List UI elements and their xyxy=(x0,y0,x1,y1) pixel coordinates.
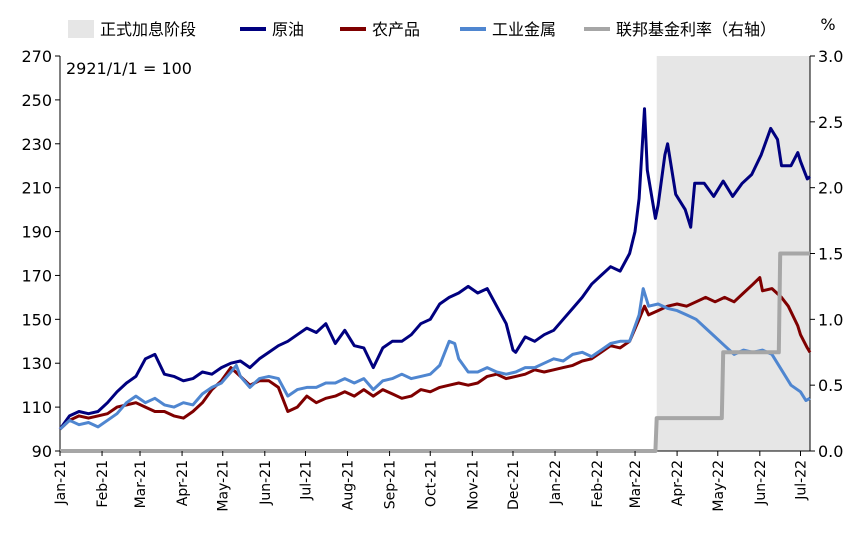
y-left-tick-label: 110 xyxy=(21,398,52,417)
y-left-ticks: 270 250 230 210 190 170 150 130 110 90 xyxy=(21,47,60,461)
base-note: 2921/1/1 = 100 xyxy=(66,59,192,78)
x-tick-label: Feb-22 xyxy=(590,460,606,508)
y-left-tick-label: 230 xyxy=(21,135,52,154)
legend-label-agri: 农产品 xyxy=(372,20,420,39)
x-tick-label: Jan-21 xyxy=(53,460,69,505)
x-tick-label: Apr-21 xyxy=(175,460,191,506)
legend-item-fed: 联邦基金利率（右轴） xyxy=(584,20,776,39)
x-tick-label: Mar-21 xyxy=(133,460,149,508)
x-tick-label: Mar-22 xyxy=(628,460,644,508)
x-tick-label: Apr-22 xyxy=(670,460,686,506)
y-right-tick-label: 2.5 xyxy=(818,113,843,132)
x-tick-label: Sep-21 xyxy=(383,460,399,509)
x-tick-label: Aug-21 xyxy=(341,460,357,510)
y-left-tick-label: 130 xyxy=(21,354,52,373)
y-right-tick-label: 3.0 xyxy=(818,47,843,66)
y-right-ticks: 3.0 2.5 2.0 1.5 1.0 0.5 0.0 xyxy=(810,47,843,461)
y-right-tick-label: 1.5 xyxy=(818,245,843,264)
series-line-metal xyxy=(58,287,811,431)
legend-swatch-shade xyxy=(68,20,94,38)
y-left-tick-label: 170 xyxy=(21,266,52,285)
x-tick-label: Oct-21 xyxy=(423,460,439,507)
legend-label-crude: 原油 xyxy=(272,20,304,39)
x-tick-label: May-22 xyxy=(711,460,727,512)
y-left-tick-label: 150 xyxy=(21,310,52,329)
legend-item-crude: 原油 xyxy=(240,20,304,39)
series-group xyxy=(58,107,812,453)
legend-label-fed: 联邦基金利率（右轴） xyxy=(616,20,776,39)
y-left-tick-label: 190 xyxy=(21,223,52,242)
y-left-tick-label: 250 xyxy=(21,91,52,110)
y-right-tick-label: 2.0 xyxy=(818,179,843,198)
x-tick-label: Jun-21 xyxy=(258,460,274,506)
x-tick-label: Jul-22 xyxy=(794,460,810,501)
x-tick-label: Feb-21 xyxy=(95,460,111,508)
x-tick-label: Dec-21 xyxy=(506,460,522,510)
y-right-tick-label: 1.0 xyxy=(818,310,843,329)
x-tick-label: Jul-21 xyxy=(298,460,314,501)
x-tick-label: Jun-22 xyxy=(753,460,769,506)
x-tick-label: Jan-22 xyxy=(548,460,564,505)
y-left-tick-label: 270 xyxy=(21,47,52,66)
y-left-tick-label: 210 xyxy=(21,179,52,198)
legend-item-metal: 工业金属 xyxy=(460,20,556,39)
series-line-crude xyxy=(58,107,811,430)
right-axis-unit: % xyxy=(820,15,835,34)
legend-label-metal: 工业金属 xyxy=(492,20,556,39)
x-ticks: Jan-21 Feb-21 Mar-21 Apr-21 May-21 Jun-21 Jul-… xyxy=(53,451,810,512)
legend-label-shade: 正式加息阶段 xyxy=(100,20,196,39)
legend-item-agri: 农产品 xyxy=(340,20,420,39)
y-right-tick-label: 0.5 xyxy=(818,376,843,395)
x-tick-label: Nov-21 xyxy=(465,460,481,510)
series-line-agri xyxy=(58,276,812,431)
series-line-fed xyxy=(60,251,810,453)
x-tick-label: May-21 xyxy=(216,460,232,512)
legend-item-shade: 正式加息阶段 xyxy=(68,20,196,39)
legend: 正式加息阶段 原油 农产品 工业金属 联邦基金利率（右轴） xyxy=(68,20,776,39)
y-left-tick-label: 90 xyxy=(32,442,52,461)
y-right-tick-label: 0.0 xyxy=(818,442,843,461)
